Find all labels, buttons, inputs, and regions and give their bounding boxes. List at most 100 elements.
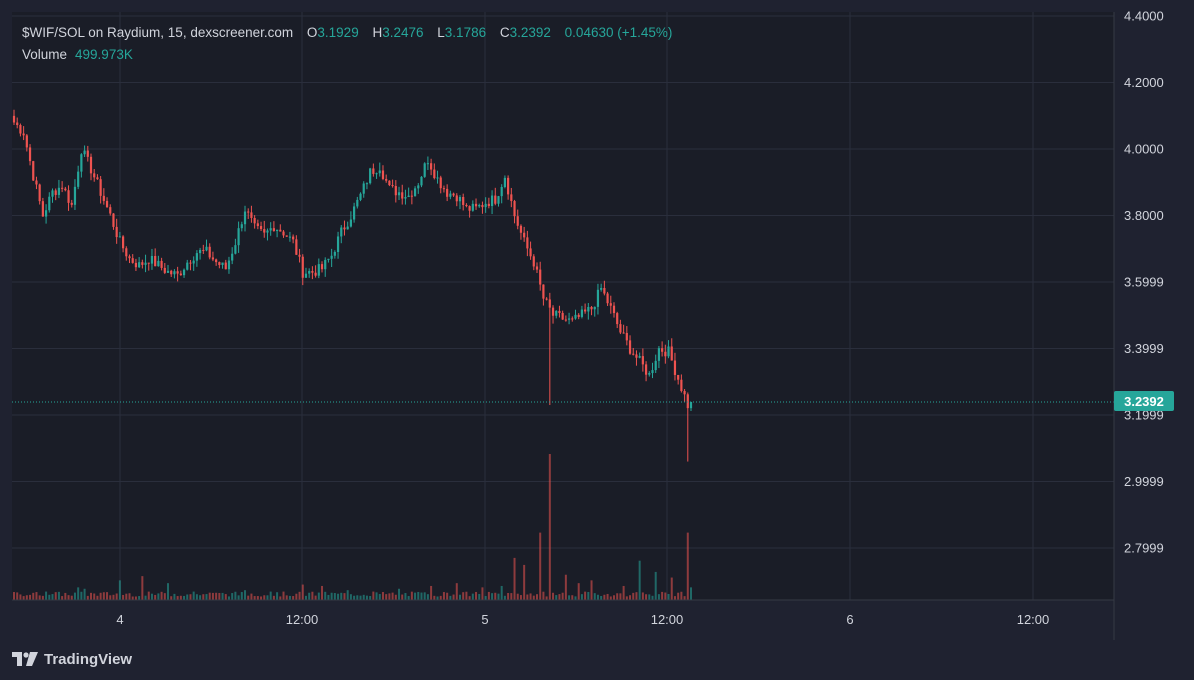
candle-body <box>279 229 282 232</box>
volume-bar <box>600 595 603 600</box>
volume-bar <box>664 592 667 600</box>
time-tick-label: 12:00 <box>651 612 684 627</box>
volume-bar <box>269 591 272 600</box>
candle-body <box>410 195 413 197</box>
time-axis[interactable]: 4 12:00 5 12:00 6 12:00 <box>116 612 1049 627</box>
candle-body <box>385 178 388 181</box>
volume-bar <box>183 595 186 600</box>
candle-body <box>375 173 378 175</box>
candle-body <box>51 190 54 197</box>
volume-bar <box>154 594 157 600</box>
candle-body <box>333 252 336 256</box>
candle-body <box>125 248 128 257</box>
candle-body <box>673 360 677 375</box>
volume-bar <box>359 595 362 600</box>
candle-body <box>35 180 38 185</box>
volume-bar <box>545 596 548 600</box>
volume-bar <box>314 595 317 600</box>
volume-bar <box>64 592 67 600</box>
volume-bar <box>272 595 275 600</box>
candle-body <box>494 195 497 204</box>
candle-body <box>651 370 654 374</box>
volume-bar <box>221 592 224 600</box>
candle-body <box>420 176 423 186</box>
volume-bar <box>616 593 619 600</box>
volume-bar <box>657 594 660 600</box>
volume-bar <box>516 593 519 600</box>
time-tick-label: 6 <box>846 612 853 627</box>
tradingview-logo[interactable]: TradingView <box>12 648 132 670</box>
volume-row: Volume 499.973K <box>22 46 672 68</box>
volume-bar <box>224 594 227 600</box>
candle-body <box>584 309 587 312</box>
volume-bar <box>369 596 372 600</box>
candle-body <box>83 150 86 155</box>
volume-value: 499.973K <box>75 47 133 62</box>
candle-body <box>198 249 202 254</box>
volume-bar <box>510 593 513 600</box>
candle-body <box>356 199 359 207</box>
candle-body <box>256 223 259 227</box>
volume-bar <box>414 592 417 600</box>
candle-body <box>397 192 401 196</box>
volume-bar <box>186 594 189 600</box>
candle-body <box>317 264 320 276</box>
volume-bar <box>375 592 378 600</box>
volume-bar <box>13 592 15 600</box>
candle-body <box>500 187 503 197</box>
candle-body <box>314 272 317 276</box>
candle-body <box>54 190 57 195</box>
close-label: C <box>499 25 510 40</box>
candle-body <box>138 262 141 268</box>
volume-bar <box>612 595 615 600</box>
volume-bar <box>115 593 118 600</box>
volume-bar <box>410 591 413 600</box>
volume-bar <box>584 591 587 600</box>
volume-bar <box>199 595 202 600</box>
candle-body <box>372 168 375 174</box>
volume-bar <box>535 594 538 600</box>
volume-bar <box>394 594 397 600</box>
low-value: 3.1786 <box>444 25 487 40</box>
candle-body <box>638 356 641 358</box>
candle-body <box>19 125 22 134</box>
volume-bar <box>356 595 359 600</box>
candle-body <box>478 205 481 207</box>
volume-bar <box>391 592 394 600</box>
candle-body <box>648 373 651 375</box>
candle-body <box>564 319 567 321</box>
volume-bar <box>301 584 304 600</box>
volume-bar <box>256 596 259 600</box>
candle-body <box>189 262 192 264</box>
candle-body <box>680 379 683 391</box>
volume-bar <box>250 593 253 600</box>
price-axis[interactable]: 4.4000 4.2000 4.0000 3.8000 3.5999 3.3999 3.19… <box>1124 9 1164 556</box>
candle-body <box>349 219 352 227</box>
volume-bar <box>407 596 410 600</box>
candle-body <box>433 169 436 179</box>
candle-body <box>343 227 346 230</box>
brand-name: TradingView <box>44 650 133 668</box>
candle-body <box>105 200 109 208</box>
candle-body <box>481 205 484 208</box>
plot-area[interactable] <box>12 12 1114 600</box>
candle-body <box>407 195 410 198</box>
volume-bar <box>141 576 144 600</box>
volume-bar <box>426 594 429 600</box>
volume-bar <box>48 594 51 600</box>
volume-bar <box>77 587 80 600</box>
price-tick-label: 3.3999 <box>1124 341 1164 356</box>
volume-bar <box>337 593 340 600</box>
volume-bar <box>436 596 439 600</box>
candle-body <box>144 262 147 265</box>
volume-bar <box>128 593 131 600</box>
candle-body <box>497 196 500 204</box>
volume-bar <box>465 591 468 600</box>
volume-bar <box>295 593 298 600</box>
candle-body <box>555 310 558 316</box>
candle-body <box>86 150 89 157</box>
volume-bar <box>35 592 38 600</box>
candle-body <box>163 267 166 273</box>
candle-body <box>644 364 648 375</box>
